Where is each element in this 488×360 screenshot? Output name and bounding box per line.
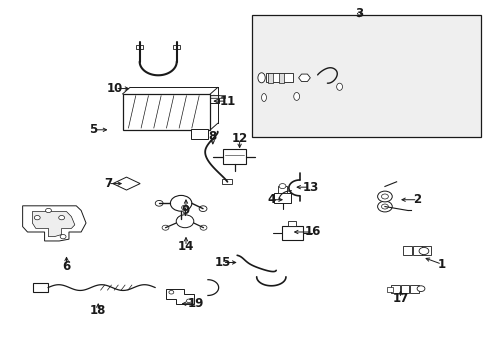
- Ellipse shape: [336, 83, 342, 90]
- Ellipse shape: [293, 93, 299, 100]
- Bar: [173, 45, 180, 49]
- Text: 11: 11: [219, 95, 235, 108]
- Text: 14: 14: [178, 240, 194, 253]
- Text: 8: 8: [208, 130, 217, 144]
- Bar: [190, 129, 207, 139]
- Bar: [386, 287, 392, 292]
- Bar: [273, 193, 291, 203]
- Bar: [267, 73, 272, 83]
- Ellipse shape: [209, 95, 217, 103]
- Circle shape: [418, 247, 428, 255]
- Circle shape: [59, 216, 64, 220]
- Bar: [281, 226, 303, 240]
- Bar: [288, 221, 296, 226]
- Bar: [278, 73, 283, 83]
- Bar: [390, 285, 399, 293]
- Circle shape: [416, 286, 424, 292]
- Bar: [208, 95, 219, 103]
- Bar: [223, 149, 246, 164]
- Polygon shape: [166, 289, 193, 304]
- Bar: [422, 246, 430, 255]
- Circle shape: [34, 216, 40, 220]
- Circle shape: [377, 201, 391, 212]
- Ellipse shape: [261, 94, 266, 102]
- Bar: [277, 186, 287, 193]
- Ellipse shape: [257, 73, 264, 83]
- Text: 6: 6: [62, 260, 70, 273]
- Circle shape: [168, 291, 173, 294]
- Circle shape: [170, 195, 191, 211]
- Circle shape: [60, 234, 66, 239]
- Bar: [122, 94, 210, 130]
- Circle shape: [186, 299, 191, 303]
- Text: 16: 16: [304, 225, 320, 238]
- Bar: [400, 285, 408, 293]
- Polygon shape: [113, 177, 140, 190]
- Text: 4: 4: [266, 193, 275, 206]
- Text: 10: 10: [107, 82, 123, 95]
- Text: 17: 17: [391, 292, 408, 305]
- Text: 2: 2: [413, 193, 421, 206]
- Bar: [251, 15, 480, 137]
- Text: 9: 9: [182, 204, 190, 217]
- Text: 19: 19: [187, 297, 203, 310]
- Text: 3: 3: [354, 7, 363, 20]
- Bar: [402, 246, 411, 255]
- Text: 7: 7: [103, 177, 112, 190]
- Circle shape: [381, 194, 387, 199]
- Circle shape: [176, 215, 193, 228]
- Polygon shape: [32, 212, 75, 237]
- Ellipse shape: [199, 95, 206, 103]
- Bar: [409, 285, 418, 293]
- Circle shape: [155, 201, 163, 206]
- Bar: [200, 95, 224, 98]
- Circle shape: [381, 204, 387, 209]
- Circle shape: [162, 225, 168, 230]
- Text: 18: 18: [90, 305, 106, 318]
- Text: 5: 5: [89, 123, 97, 136]
- Bar: [221, 179, 232, 184]
- Circle shape: [45, 208, 51, 213]
- Text: 15: 15: [214, 256, 230, 269]
- Circle shape: [279, 184, 285, 189]
- Bar: [33, 283, 48, 292]
- Circle shape: [181, 205, 188, 210]
- Text: 1: 1: [437, 258, 445, 271]
- Bar: [197, 95, 208, 103]
- Polygon shape: [298, 74, 310, 81]
- Circle shape: [200, 225, 206, 230]
- Polygon shape: [22, 206, 86, 241]
- Circle shape: [199, 206, 206, 212]
- Text: 12: 12: [231, 132, 247, 145]
- Bar: [136, 45, 143, 49]
- Text: 13: 13: [302, 181, 318, 194]
- Bar: [266, 73, 293, 82]
- Bar: [412, 246, 421, 255]
- Circle shape: [177, 217, 184, 222]
- Circle shape: [377, 191, 391, 202]
